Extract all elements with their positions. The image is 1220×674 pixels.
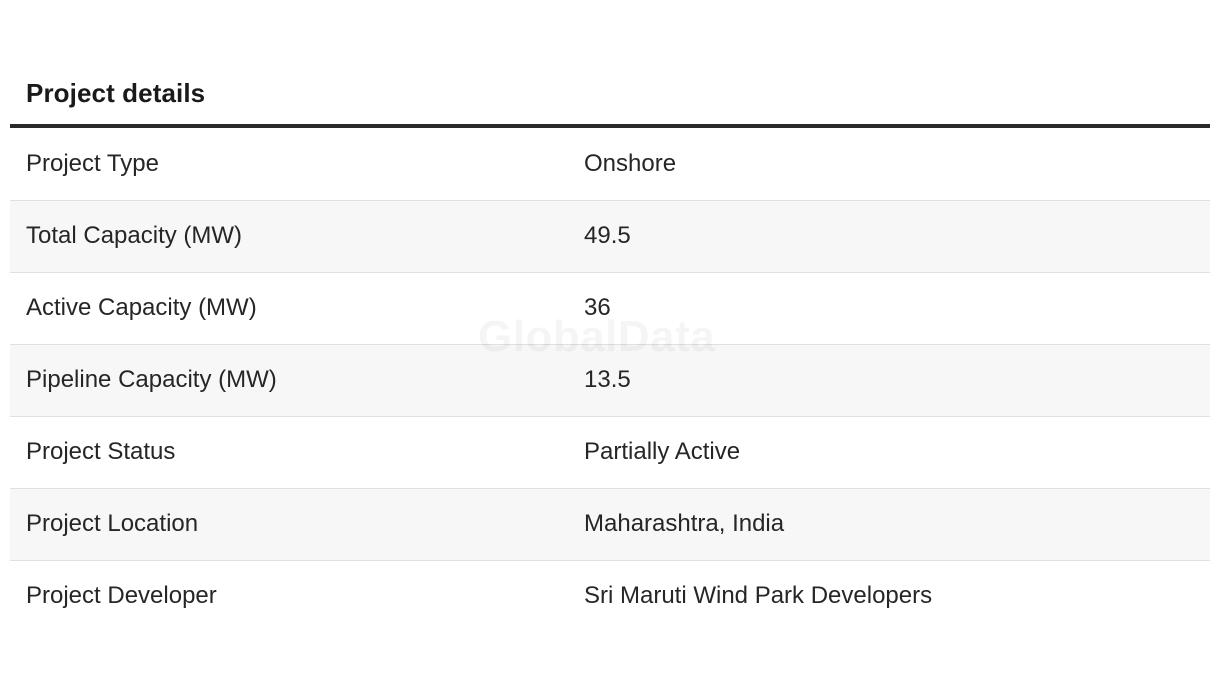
table-row-project-developer: Project Developer Sri Maruti Wind Park D… xyxy=(10,560,1210,632)
table-row-project-type: Project Type Onshore xyxy=(10,128,1210,200)
row-value: Sri Maruti Wind Park Developers xyxy=(584,582,933,610)
row-value: 36 xyxy=(584,294,611,321)
row-label: Project Status xyxy=(26,438,176,465)
row-value: Onshore xyxy=(584,149,677,177)
heading-rule xyxy=(10,124,1210,128)
table-row-project-status: Project Status Partially Active xyxy=(10,416,1210,488)
row-value: Maharashtra, India xyxy=(584,510,785,537)
table-row-total-capacity: Total Capacity (MW) 49.5 xyxy=(10,200,1210,272)
project-details-section: Project details Project Type Onshore Tot… xyxy=(10,0,1210,632)
table-row-project-location: Project Location Maharashtra, India xyxy=(10,488,1210,560)
row-label: Project Type xyxy=(26,149,159,177)
row-label: Active Capacity (MW) xyxy=(26,294,257,321)
section-title: Project details xyxy=(26,78,206,108)
row-label: Pipeline Capacity (MW) xyxy=(26,366,277,393)
row-label: Project Location xyxy=(26,510,199,537)
row-value: 49.5 xyxy=(584,222,631,249)
row-value: Partially Active xyxy=(584,438,741,465)
row-label: Total Capacity (MW) xyxy=(26,222,243,249)
table-row-active-capacity: Active Capacity (MW) 36 xyxy=(10,272,1210,344)
row-label: Project Developer xyxy=(26,582,217,610)
table-row-pipeline-capacity: Pipeline Capacity (MW) 13.5 xyxy=(10,344,1210,416)
project-details-table: Project Type Onshore Total Capacity (MW)… xyxy=(10,128,1210,632)
row-value: 13.5 xyxy=(584,366,631,393)
